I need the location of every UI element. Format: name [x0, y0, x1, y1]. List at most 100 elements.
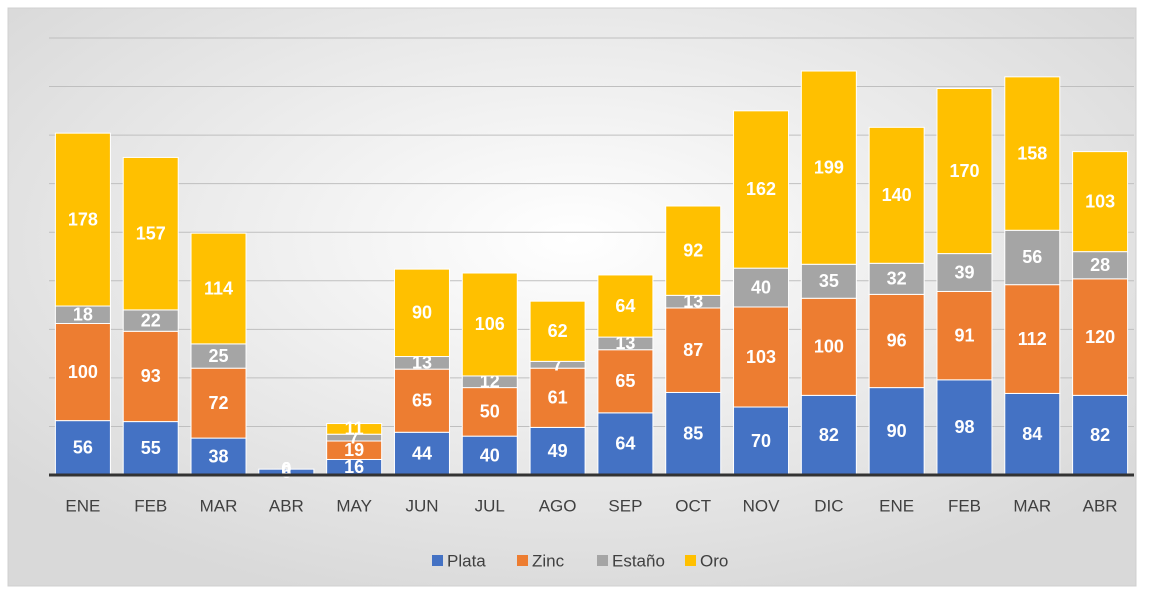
bar-segment: [800, 70, 857, 265]
data-label: 6: [281, 462, 291, 482]
data-label: 87: [683, 340, 703, 360]
bar-segment: [190, 343, 247, 369]
bar-segment: [665, 307, 722, 393]
data-label: 38: [209, 446, 229, 466]
x-tick-label: FEB: [948, 496, 981, 515]
data-label: 72: [209, 393, 229, 413]
legend-label: Plata: [447, 551, 486, 570]
data-label: 39: [954, 262, 974, 282]
data-label: 114: [204, 278, 233, 298]
legend-swatch: [432, 555, 443, 566]
data-label: 120: [1085, 327, 1115, 347]
bar-segment: [54, 132, 111, 307]
data-label: 103: [746, 347, 776, 367]
data-label: 40: [751, 277, 771, 297]
data-label: 64: [615, 434, 635, 454]
x-tick-label: MAR: [200, 496, 238, 515]
bar-segment: [665, 391, 722, 476]
bar-segment: [936, 290, 993, 381]
data-label: 82: [819, 425, 839, 445]
x-tick-label: SEP: [608, 496, 642, 515]
x-tick-label: ABR: [1083, 496, 1118, 515]
bar-segment: [529, 367, 586, 428]
data-label: 65: [412, 390, 432, 410]
data-label: 162: [746, 179, 776, 199]
x-tick-label: ABR: [269, 496, 304, 515]
data-label: 32: [887, 269, 907, 289]
data-label: 82: [1090, 425, 1110, 445]
bar-segment: [461, 387, 518, 437]
data-label: 64: [615, 296, 635, 316]
x-tick-label: MAY: [336, 496, 372, 515]
x-tick-label: AGO: [539, 496, 577, 515]
x-tick-label: ENE: [65, 496, 100, 515]
bar-segment: [1004, 392, 1061, 476]
data-label: 178: [68, 209, 98, 229]
data-label: 96: [887, 331, 907, 351]
data-label: 90: [412, 303, 432, 323]
data-label: 170: [949, 161, 979, 181]
bar-segment: [326, 423, 383, 435]
bar-segment: [800, 297, 857, 396]
data-label: 19: [344, 440, 364, 460]
x-tick-label: MAR: [1013, 496, 1051, 515]
data-label: 25: [209, 346, 229, 366]
legend-label: Zinc: [532, 551, 565, 570]
data-label: 55: [141, 438, 161, 458]
bar-segment: [1004, 284, 1061, 394]
legend-swatch: [685, 555, 696, 566]
data-label: 13: [683, 291, 703, 311]
bar-segment: [1072, 394, 1129, 476]
data-label: 93: [141, 366, 161, 386]
data-label: 35: [819, 271, 839, 291]
data-label: 100: [68, 362, 98, 382]
data-label: 65: [615, 371, 635, 391]
data-label: 56: [1022, 247, 1042, 267]
x-tick-label: NOV: [743, 496, 781, 515]
data-label: 91: [954, 325, 974, 345]
bar-segment: [122, 421, 179, 476]
data-label: 7: [553, 355, 563, 375]
bar-segment: [529, 426, 586, 476]
legend-label: Estaño: [612, 551, 665, 570]
bar-segment: [665, 205, 722, 296]
data-label: 61: [548, 388, 568, 408]
data-label: 70: [751, 431, 771, 451]
data-label: 22: [141, 310, 161, 330]
data-label: 92: [683, 240, 703, 260]
bar-segment: [800, 263, 857, 299]
bar-segment: [393, 368, 450, 433]
data-label: 98: [954, 417, 974, 437]
x-tick-label: JUN: [405, 496, 438, 515]
bar-segment: [868, 126, 925, 264]
data-label: 56: [73, 438, 93, 458]
bar-segment: [461, 272, 518, 377]
data-label: 13: [615, 333, 635, 353]
data-label: 44: [412, 443, 432, 463]
data-label: 18: [73, 305, 93, 325]
data-label: 84: [1022, 424, 1042, 444]
bar-segment: [190, 367, 247, 439]
bar-segment: [597, 274, 654, 338]
legend-label: Oro: [700, 551, 728, 570]
bar-segment: [190, 232, 247, 345]
bar-segment: [733, 306, 790, 408]
data-label: 157: [136, 223, 166, 243]
bar-segment: [868, 262, 925, 295]
data-label: 50: [480, 402, 500, 422]
data-label: 13: [412, 353, 432, 373]
x-tick-label: ENE: [879, 496, 914, 515]
data-label: 140: [882, 185, 912, 205]
bar-segment: [936, 87, 993, 255]
bar-segment: [54, 323, 111, 422]
data-label: 85: [683, 423, 703, 443]
data-label: 100: [814, 337, 844, 357]
bar-segment: [1004, 76, 1061, 231]
bar-segment: [54, 420, 111, 476]
data-label: 158: [1017, 143, 1047, 163]
data-label: 40: [480, 445, 500, 465]
data-label: 103: [1085, 191, 1115, 211]
data-label: 90: [887, 421, 907, 441]
